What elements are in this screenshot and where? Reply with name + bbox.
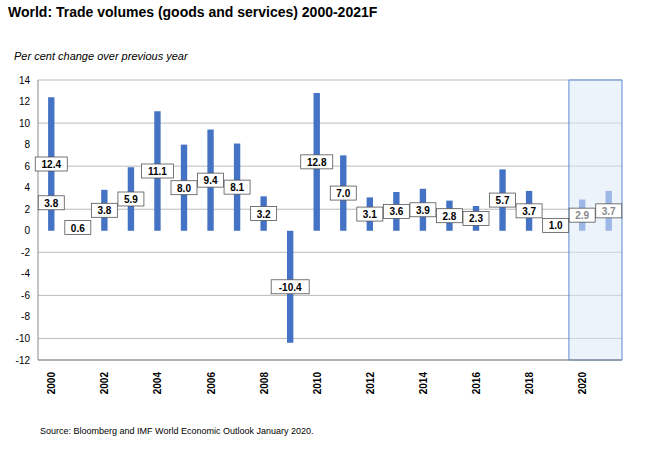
svg-text:3.1: 3.1 [363,209,377,220]
svg-text:0: 0 [24,225,30,236]
svg-text:2018: 2018 [524,372,535,395]
svg-text:5.9: 5.9 [124,194,138,205]
svg-text:12: 12 [19,96,31,107]
svg-text:6: 6 [24,161,30,172]
svg-text:2000: 2000 [46,372,57,395]
svg-text:12.8: 12.8 [307,157,327,168]
svg-text:10: 10 [19,118,31,129]
svg-text:3.2: 3.2 [257,209,271,220]
svg-text:3.7: 3.7 [522,206,536,217]
svg-text:2006: 2006 [206,372,217,395]
html-text:World: Trade volumes (goods an: World: Trade volumes (goods and services… [8,4,378,20]
svg-text:8.1: 8.1 [230,182,244,193]
svg-text:2002: 2002 [99,372,110,395]
svg-text:11.1: 11.1 [148,166,167,177]
svg-text:2008: 2008 [259,372,270,395]
svg-text:1.0: 1.0 [549,220,563,231]
html-text:Per cent change over previous: Per cent change over previous year [14,50,188,62]
svg-text:-10: -10 [16,333,31,344]
svg-text:0.6: 0.6 [71,223,85,234]
svg-text:3.8: 3.8 [44,198,58,209]
svg-text:8: 8 [24,139,30,150]
svg-text:12.4: 12.4 [42,159,62,170]
svg-text:4: 4 [24,182,30,193]
svg-text:2010: 2010 [312,372,323,395]
svg-text:-6: -6 [21,290,30,301]
svg-text:2: 2 [24,204,30,215]
svg-text:3.7: 3.7 [602,206,616,217]
svg-text:3.6: 3.6 [389,206,403,217]
svg-text:7.0: 7.0 [336,188,350,199]
svg-text:2014: 2014 [418,372,429,395]
svg-text:-4: -4 [21,268,30,279]
svg-text:3.8: 3.8 [97,205,111,216]
html-text:Source: Bloomberg and IMF Worl: Source: Bloomberg and IMF World Economic… [40,426,314,436]
svg-text:2004: 2004 [152,372,163,395]
svg-text:-12: -12 [16,355,31,366]
svg-text:2020: 2020 [577,372,588,395]
svg-text:14: 14 [19,75,31,86]
svg-text:5.7: 5.7 [496,195,510,206]
svg-text:-8: -8 [21,311,30,322]
svg-text:-10.4: -10.4 [279,282,302,293]
svg-text:2.9: 2.9 [575,210,589,221]
svg-text:9.4: 9.4 [204,175,218,186]
svg-text:2012: 2012 [365,372,376,395]
svg-text:2.3: 2.3 [469,213,483,224]
svg-text:-2: -2 [21,247,30,258]
svg-text:3.9: 3.9 [416,205,430,216]
svg-text:2016: 2016 [471,372,482,395]
svg-text:8.0: 8.0 [177,183,191,194]
svg-text:2.8: 2.8 [443,211,457,222]
